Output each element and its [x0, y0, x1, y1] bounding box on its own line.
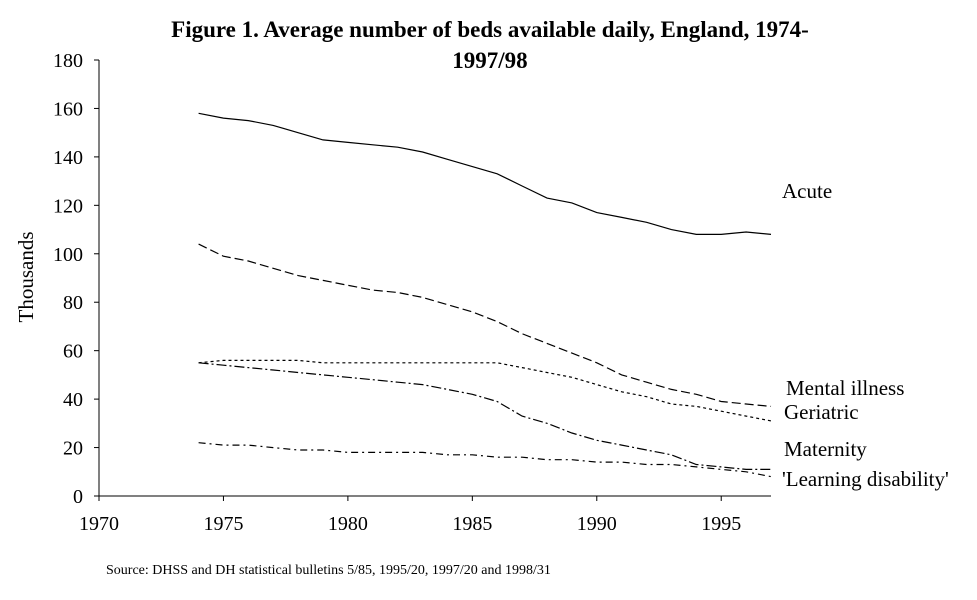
x-tick-label: 1995 — [701, 513, 741, 535]
series-label: Maternity — [784, 437, 867, 461]
chart-title-line-1: Figure 1. Average number of beds availab… — [171, 17, 809, 42]
series-line-maternity — [198, 362, 771, 470]
series-line-learning-disability — [198, 442, 772, 478]
series-label: Geriatric — [784, 400, 859, 424]
y-tick-label: 160 — [53, 98, 83, 120]
source-note: Source: DHSS and DH statistical bulletin… — [106, 563, 551, 578]
chart-title-line-2: 1997/98 — [452, 48, 527, 73]
series-lines — [198, 112, 772, 478]
series-line-mental-illness — [198, 243, 772, 407]
y-tick-label: 100 — [53, 244, 83, 266]
y-tick-label: 80 — [63, 292, 83, 314]
x-tick-label: 1975 — [203, 513, 243, 535]
y-tick-label: 60 — [63, 341, 83, 363]
x-tick-label: 1985 — [452, 513, 492, 535]
axis-ticks: 0 20 40 60 80 100 120 140 160 180 1970 1975 1980 1985… — [53, 50, 741, 535]
y-tick-label: 120 — [53, 195, 83, 217]
x-tick-label: 1980 — [328, 513, 368, 535]
x-tick-label: 1990 — [577, 513, 617, 535]
series-label: Mental illness — [786, 376, 904, 400]
y-tick-label: 0 — [73, 486, 83, 508]
y-tick-label: 180 — [53, 50, 83, 72]
series-line-acute — [198, 112, 772, 235]
y-tick-label: 20 — [63, 438, 83, 460]
series-label: Acute — [782, 179, 832, 203]
series-label: 'Learning disability' — [782, 467, 949, 491]
y-tick-label: 140 — [53, 147, 83, 169]
y-axis-label: Thousands — [14, 232, 38, 323]
y-tick-label: 40 — [63, 389, 83, 411]
series-line-geriatric — [198, 359, 772, 422]
x-tick-label: 1970 — [79, 513, 119, 535]
